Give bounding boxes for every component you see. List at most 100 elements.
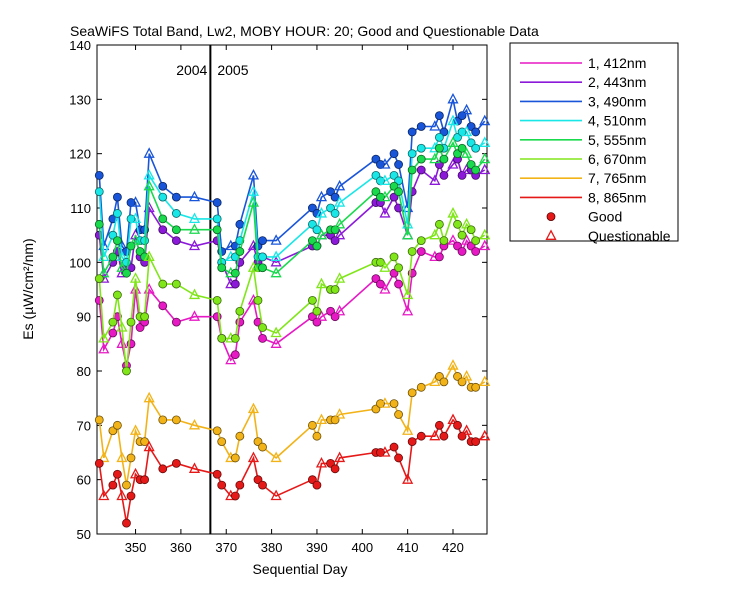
good-point xyxy=(258,263,267,273)
questionable-point xyxy=(447,359,459,370)
questionable-point xyxy=(129,467,142,479)
questionable-point xyxy=(429,174,441,185)
good-point xyxy=(217,333,227,343)
good-point xyxy=(376,279,385,289)
good-point xyxy=(471,165,481,175)
questionable-point xyxy=(461,424,473,435)
good-point xyxy=(434,143,444,153)
good-point xyxy=(230,453,240,463)
legend-items: 1, 412nm 2, 443nm 3, 490nm 4, 510nm 5, 555nm… xyxy=(520,55,671,244)
good-point xyxy=(212,214,222,224)
y-tick-label: 140 xyxy=(69,38,91,53)
good-point xyxy=(253,295,263,305)
good-point xyxy=(235,219,245,229)
legend-label: Questionable xyxy=(588,228,671,244)
questionable-point xyxy=(402,288,414,300)
questionable-point xyxy=(116,489,128,501)
good-point xyxy=(108,328,118,338)
good-point xyxy=(394,279,403,289)
series-1 xyxy=(94,234,491,370)
good-point xyxy=(158,464,168,474)
good-point xyxy=(330,192,340,202)
good-point xyxy=(140,236,150,246)
good-point xyxy=(113,209,122,218)
questionable-point xyxy=(188,223,201,234)
questionable-point xyxy=(315,456,328,468)
good-point xyxy=(312,241,322,251)
legend-label: 7, 765nm xyxy=(588,170,646,186)
good-point xyxy=(171,279,181,289)
good-point xyxy=(171,317,181,327)
good-point xyxy=(171,415,181,425)
series-7 xyxy=(94,359,491,490)
good-point xyxy=(212,295,222,305)
questionable-point xyxy=(315,277,328,289)
plot-frame xyxy=(96,44,488,535)
questionable-point xyxy=(143,147,155,158)
good-point xyxy=(235,247,245,256)
good-point xyxy=(126,453,136,463)
questionable-point xyxy=(270,489,282,501)
questionable-point xyxy=(461,147,473,158)
good-point xyxy=(457,247,467,256)
y-tick-label: 130 xyxy=(69,92,91,107)
y-tick-label: 90 xyxy=(77,310,91,325)
x-tick-label: 350 xyxy=(125,540,147,555)
good-point xyxy=(416,382,426,392)
x-tick-label: 370 xyxy=(215,540,237,555)
good-point xyxy=(312,480,322,490)
questionable-point xyxy=(129,234,142,245)
good-point xyxy=(457,143,467,153)
questionable-point xyxy=(461,234,473,245)
good-point xyxy=(94,458,104,468)
good-point xyxy=(258,236,267,246)
questionable-point xyxy=(188,212,201,224)
questionable-point xyxy=(247,169,260,180)
good-point xyxy=(389,252,399,262)
questionable-point xyxy=(379,283,391,294)
questionable-point xyxy=(315,413,328,425)
y-axis-ticks: 50 60 70 80 90 100 110 120 130 140 xyxy=(69,38,487,542)
questionable-point xyxy=(379,446,391,457)
questionable-point xyxy=(461,103,473,115)
good-point xyxy=(113,290,122,300)
good-point xyxy=(140,312,150,322)
questionable-point xyxy=(461,217,473,229)
good-point xyxy=(453,219,462,229)
questionable-point xyxy=(129,283,142,294)
questionable-point xyxy=(379,207,391,218)
good-point xyxy=(416,122,426,131)
questionable-point xyxy=(379,261,391,272)
questionable-point xyxy=(479,136,491,147)
questionable-point xyxy=(402,304,414,316)
series-layer xyxy=(94,92,491,528)
questionable-point xyxy=(315,190,328,202)
good-point xyxy=(466,225,476,235)
good-point xyxy=(394,410,403,419)
questionable-point xyxy=(447,92,459,104)
good-point xyxy=(230,491,240,501)
good-point xyxy=(416,236,426,246)
good-point xyxy=(407,388,417,398)
questionable-point xyxy=(429,120,441,131)
good-point xyxy=(312,306,322,316)
x-tick-label: 420 xyxy=(442,540,464,555)
questionable-point xyxy=(247,196,260,207)
year-label-2004: 2004 xyxy=(176,62,207,78)
good-point xyxy=(407,165,417,175)
good-point xyxy=(416,247,426,256)
questionable-point xyxy=(270,234,282,245)
good-point xyxy=(171,458,181,468)
questionable-point xyxy=(479,152,491,164)
questionable-point xyxy=(334,408,346,419)
good-point xyxy=(330,209,340,218)
good-point xyxy=(439,154,449,164)
good-point xyxy=(434,252,444,262)
legend-label: 3, 490nm xyxy=(588,93,646,109)
good-point xyxy=(122,518,131,528)
good-point xyxy=(230,350,240,360)
good-point xyxy=(122,366,131,376)
questionable-point xyxy=(447,136,459,147)
good-point xyxy=(94,187,104,197)
